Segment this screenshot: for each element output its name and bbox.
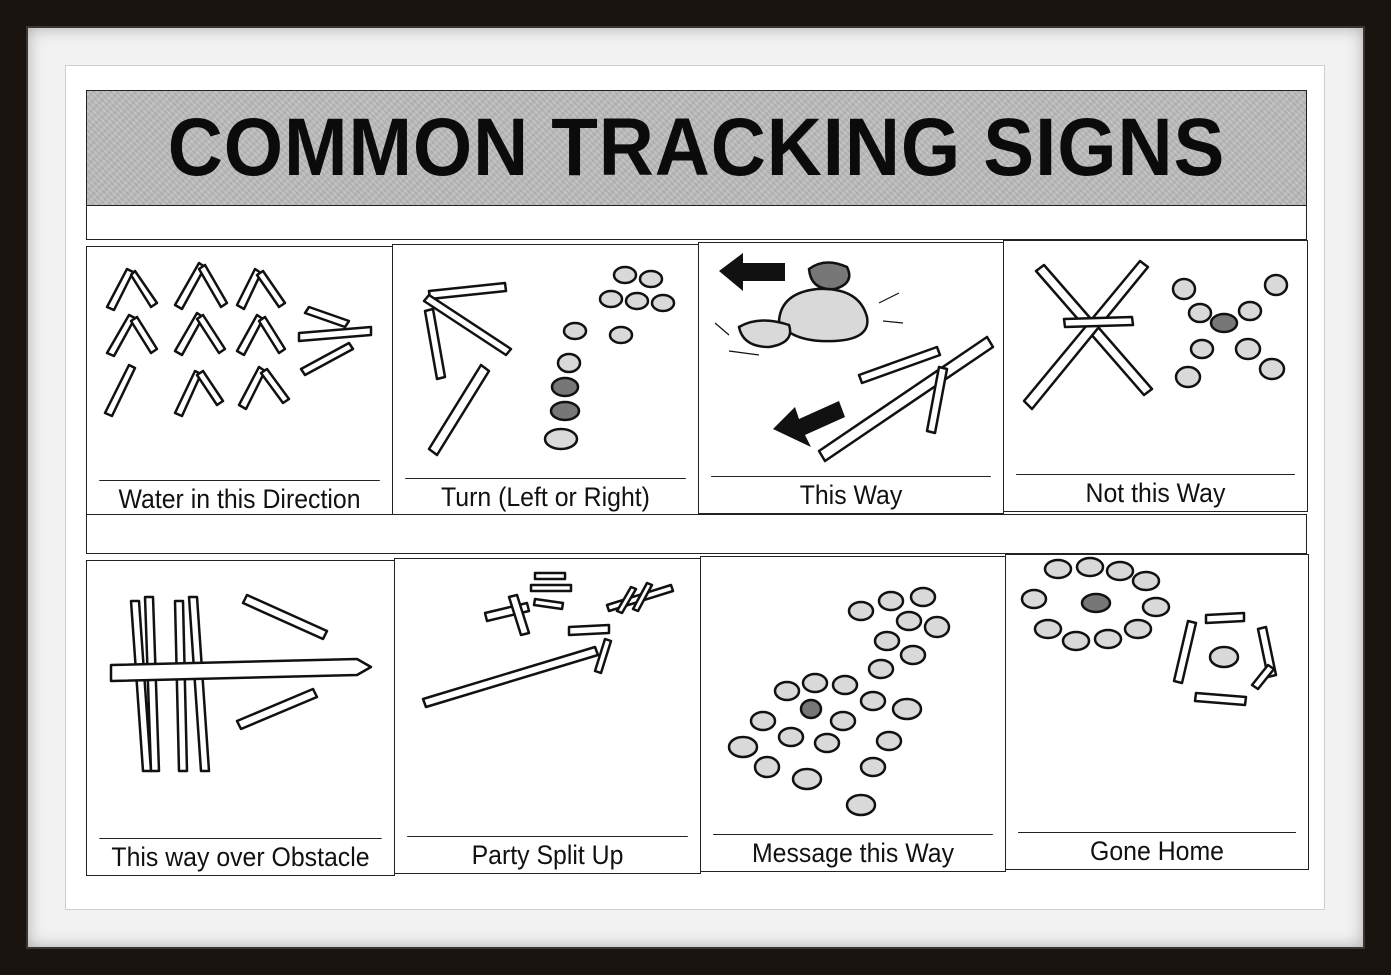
title-banner: COMMON TRACKING SIGNS — [86, 90, 1307, 206]
sign-card-this-way: This Way — [698, 242, 1004, 514]
sign-label-gone-home: Gone Home — [1018, 832, 1296, 869]
split-sticks-icon — [395, 559, 700, 837]
sign-card-party-split: Party Split Up — [394, 558, 701, 874]
sign-label-obstacle: This way over Obstacle — [99, 838, 382, 875]
crossed-sticks-stones-icon — [1004, 241, 1307, 473]
sign-card-obstacle: This way over Obstacle — [86, 560, 395, 876]
stones-path-icon — [701, 557, 1005, 835]
sticks-and-stones-turn-icon — [393, 245, 698, 477]
signs-row-2: This way over Obstacle Party Split Up — [86, 554, 1309, 878]
sticks-chevrons-arrow-icon — [87, 247, 392, 479]
sign-label-turn: Turn (Left or Right) — [405, 478, 686, 515]
sign-label-party-split: Party Split Up — [407, 836, 688, 873]
spacer-band-2 — [86, 514, 1307, 554]
crossed-sticks-arrow-icon — [87, 561, 394, 839]
page-title: COMMON TRACKING SIGNS — [167, 102, 1226, 193]
sign-label-water: Water in this Direction — [99, 480, 380, 517]
spacer-band — [86, 206, 1307, 240]
sign-label-not-this-way: Not this Way — [1016, 474, 1295, 511]
stone-circles-icon — [1006, 555, 1308, 833]
arrows-rock-sticks-icon — [699, 243, 1003, 475]
sign-card-not-this-way: Not this Way — [1003, 240, 1308, 512]
sign-label-message: Message this Way — [713, 834, 993, 871]
signs-row-1: Water in this Direction Tur — [86, 240, 1308, 518]
sign-card-message: Message this Way — [700, 556, 1006, 872]
sign-label-this-way: This Way — [711, 476, 991, 513]
sign-card-water: Water in this Direction — [86, 246, 393, 518]
sign-card-turn: Turn (Left or Right) — [392, 244, 699, 516]
sign-card-gone-home: Gone Home — [1005, 554, 1309, 870]
